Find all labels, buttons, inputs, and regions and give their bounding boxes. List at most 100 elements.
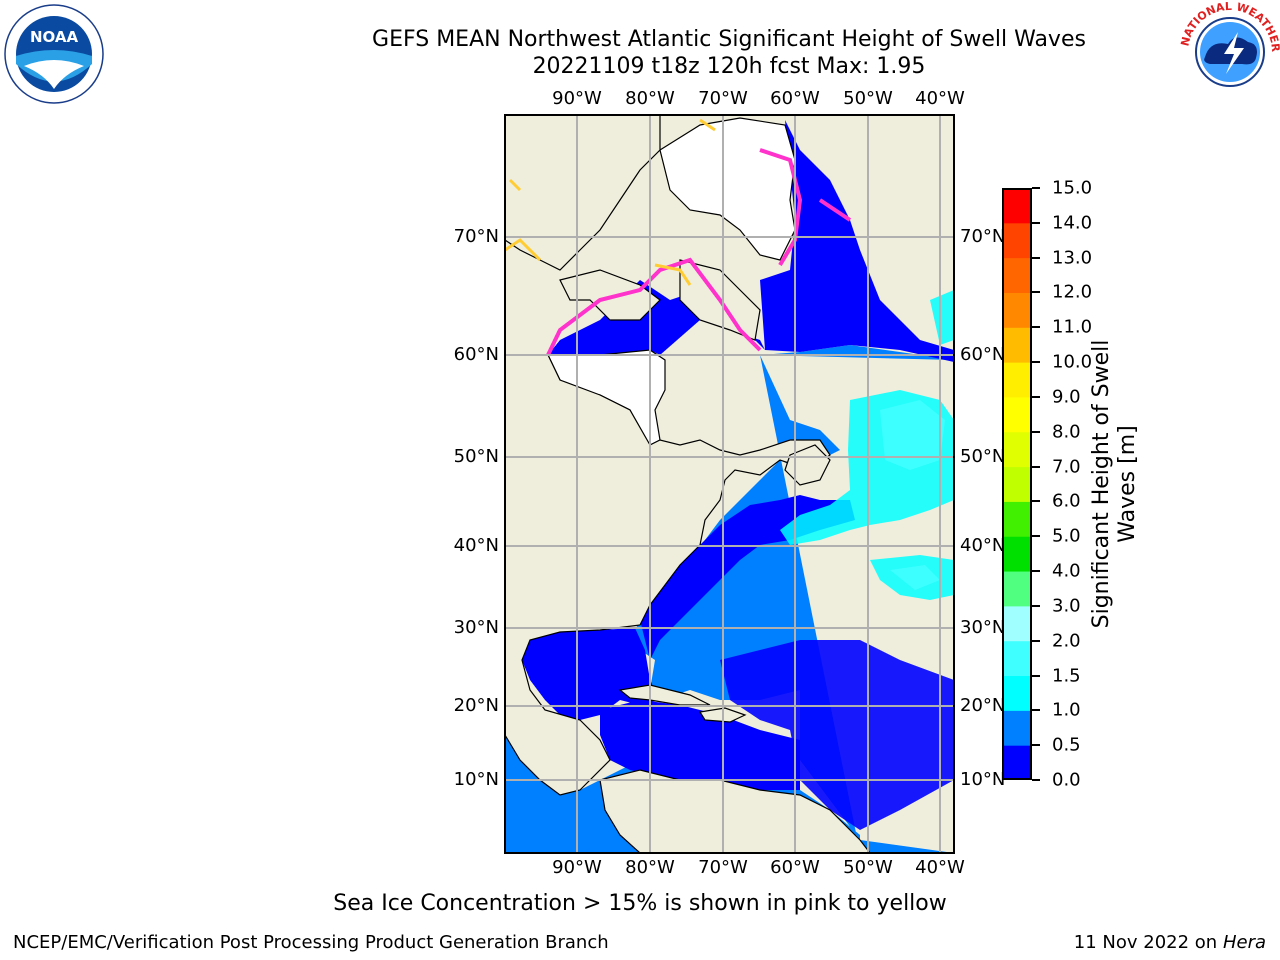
lat-label-right: 10°N <box>960 769 1006 790</box>
colorbar-tick-mark <box>1032 674 1040 677</box>
footer-host: Hera <box>1222 932 1266 953</box>
colorbar-swatch <box>1002 640 1032 677</box>
lat-label-left: 30°N <box>453 617 499 638</box>
land-north-america <box>505 354 831 796</box>
ocean-swell-0.5-1.0 <box>505 345 954 853</box>
colorbar-tick-mark <box>1032 465 1040 468</box>
colorbar-tick-label: 7.0 <box>1052 456 1081 478</box>
sea-ice-note: Sea Ice Concentration > 15% is shown in … <box>333 891 947 916</box>
colorbar-tick-mark <box>1032 779 1040 781</box>
colorbar-tick-label: 10.0 <box>1052 351 1093 373</box>
lon-label-top: 80°W <box>625 88 675 109</box>
lon-label-bottom: 70°W <box>698 857 748 878</box>
nws-logo: NATIONAL WEATHER SERVICE <box>1180 2 1280 100</box>
lon-label-bottom: 50°W <box>843 857 893 878</box>
colorbar-swatch <box>1002 466 1032 502</box>
colorbar <box>1002 188 1032 780</box>
colorbar-tick-label: 15.0 <box>1052 177 1093 199</box>
colorbar-tick-label: 3.0 <box>1052 595 1081 617</box>
lat-label-right: 40°N <box>960 535 1006 556</box>
lon-label-top: 70°W <box>698 88 748 109</box>
ocean-open-low <box>720 640 954 830</box>
colorbar-swatch <box>1002 710 1032 746</box>
lon-label-top: 50°W <box>843 88 893 109</box>
chart-subtitle: 20221109 t18z 120h fcst Max: 1.95 <box>532 54 926 79</box>
colorbar-tick-label: 1.0 <box>1052 699 1081 721</box>
colorbar-tick-label: 14.0 <box>1052 212 1093 234</box>
lon-label-bottom: 90°W <box>552 857 602 878</box>
land-greenland <box>659 117 796 261</box>
ocean-swell-1.5-2.0 <box>880 400 945 590</box>
colorbar-tick-mark <box>1032 500 1040 503</box>
colorbar-tick-label: 6.0 <box>1052 490 1081 512</box>
colorbar-tick-mark <box>1032 604 1040 607</box>
colorbar-tick-label: 9.0 <box>1052 386 1081 408</box>
colorbar-tick-mark <box>1032 430 1040 433</box>
colorbar-swatch <box>1002 605 1032 642</box>
colorbar-swatch <box>1002 327 1032 363</box>
colorbar-tick-label: 11.0 <box>1052 316 1093 338</box>
colorbar-tick-label: 12.0 <box>1052 281 1093 303</box>
noaa-logo: NOAA <box>4 4 104 104</box>
footer-date: 11 Nov 2022 on Hera <box>1074 932 1266 953</box>
lon-label-bottom: 40°W <box>915 857 965 878</box>
colorbar-tick-mark <box>1032 326 1040 329</box>
colorbar-tick-label: 8.0 <box>1052 421 1081 443</box>
colorbar-tick-mark <box>1032 744 1040 747</box>
noaa-logo-text: NOAA <box>30 28 79 46</box>
colorbar-swatch <box>1002 292 1032 328</box>
colorbar-tick-label: 0.5 <box>1052 734 1081 756</box>
lat-label-left: 20°N <box>453 695 499 716</box>
colorbar-swatch <box>1002 396 1032 433</box>
colorbar-swatch <box>1002 257 1032 293</box>
lat-label-right: 20°N <box>960 695 1006 716</box>
colorbar-tick-label: 5.0 <box>1052 525 1081 547</box>
colorbar-tick-mark <box>1032 256 1040 259</box>
sea-ice-high <box>505 118 716 286</box>
lat-label-left: 60°N <box>453 344 499 365</box>
colorbar-tick-mark <box>1032 291 1040 294</box>
lat-label-left: 10°N <box>453 769 499 790</box>
colorbar-tick-mark <box>1032 709 1040 712</box>
map-frame <box>504 114 955 854</box>
colorbar-swatch <box>1002 675 1032 711</box>
lat-label-left: 70°N <box>453 226 499 247</box>
colorbar-swatch <box>1002 222 1032 259</box>
chart-title: GEFS MEAN Northwest Atlantic Significant… <box>372 27 1086 52</box>
colorbar-tick-label: 4.0 <box>1052 560 1081 582</box>
colorbar-tick-mark <box>1032 395 1040 398</box>
colorbar-swatch <box>1002 501 1032 537</box>
colorbar-tick-label: 2.0 <box>1052 630 1081 652</box>
colorbar-tick-mark <box>1032 361 1040 364</box>
colorbar-tick-mark <box>1032 639 1040 642</box>
colorbar-tick-label: 13.0 <box>1052 247 1093 269</box>
ocean-gulf-of-mexico <box>522 628 660 720</box>
lon-label-bottom: 80°W <box>625 857 675 878</box>
lat-label-right: 50°N <box>960 446 1006 467</box>
lon-label-bottom: 60°W <box>770 857 820 878</box>
graticule <box>505 115 954 853</box>
lat-label-left: 50°N <box>453 446 499 467</box>
colorbar-label-line1: Significant Height of Swell <box>1089 339 1114 629</box>
colorbar-tick-mark <box>1032 221 1040 224</box>
lat-label-right: 60°N <box>960 344 1006 365</box>
colorbar-swatch <box>1002 431 1032 468</box>
colorbar-swatch <box>1002 745 1032 780</box>
lon-label-top: 40°W <box>915 88 965 109</box>
land-newfoundland <box>784 444 831 486</box>
colorbar-swatch <box>1002 188 1032 224</box>
footer-date-text: 11 Nov 2022 on <box>1073 932 1218 953</box>
colorbar-swatch <box>1002 362 1032 398</box>
lat-label-right: 30°N <box>960 617 1006 638</box>
lon-label-top: 60°W <box>770 88 820 109</box>
colorbar-swatch <box>1002 536 1032 572</box>
lat-label-left: 40°N <box>453 535 499 556</box>
sea-ice-edge <box>546 148 852 356</box>
colorbar-tick-mark <box>1032 535 1040 538</box>
colorbar-frame <box>1002 188 1032 780</box>
footer-credit: NCEP/EMC/Verification Post Processing Pr… <box>13 932 609 953</box>
colorbar-tick-mark <box>1032 570 1040 573</box>
colorbar-tick-label: 1.5 <box>1052 665 1081 687</box>
lon-label-top: 90°W <box>552 88 602 109</box>
